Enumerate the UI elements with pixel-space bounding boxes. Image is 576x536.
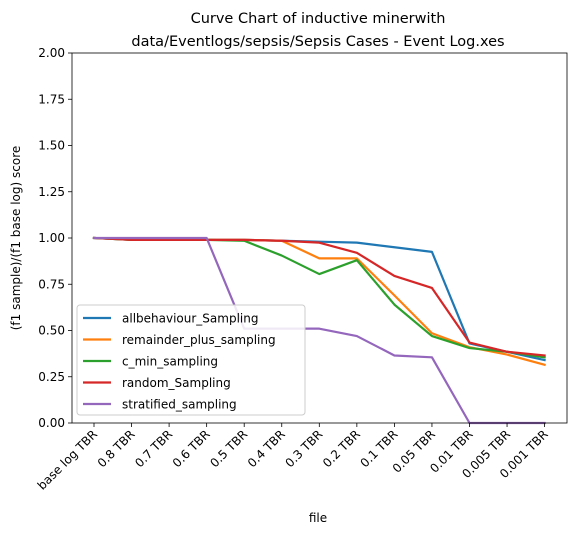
y-tick-label-1: 0.25 bbox=[38, 370, 65, 384]
y-axis: 0.00 0.25 0.50 0.75 1.00 1.25 1.50 1.75 2.00 bbox=[38, 46, 72, 430]
y-tick-label-6: 1.50 bbox=[38, 139, 65, 153]
chart-title-line-2: data/Eventlogs/sepsis/Sepsis Cases - Eve… bbox=[131, 34, 504, 50]
legend-label-0: allbehaviour_Sampling bbox=[122, 312, 258, 326]
legend-label-2: c_min_sampling bbox=[122, 355, 218, 369]
legend: allbehaviour_Sampling remainder_plus_samp… bbox=[76, 304, 306, 416]
y-tick-label-7: 1.75 bbox=[38, 92, 65, 106]
y-tick-label-4: 1.00 bbox=[38, 231, 65, 245]
series-line-random_Sampling bbox=[92, 236, 546, 357]
y-tick-label-0: 0.00 bbox=[38, 416, 65, 430]
legend-box bbox=[76, 304, 306, 416]
y-tick-label-8: 2.00 bbox=[38, 46, 65, 60]
y-tick-label-5: 1.25 bbox=[38, 185, 65, 199]
y-tick-label-3: 0.75 bbox=[38, 277, 65, 291]
legend-label-4: stratified_sampling bbox=[122, 398, 237, 412]
legend-label-1: remainder_plus_sampling bbox=[122, 333, 276, 347]
chart-title-line-1: Curve Chart of inductive minerwith bbox=[191, 11, 446, 27]
y-axis-label: (f1 sample)/(f1 base log) score bbox=[9, 146, 23, 331]
y-tick-label-2: 0.50 bbox=[38, 324, 65, 338]
x-axis-label: file bbox=[309, 511, 327, 525]
legend-label-3: random_Sampling bbox=[122, 376, 231, 390]
